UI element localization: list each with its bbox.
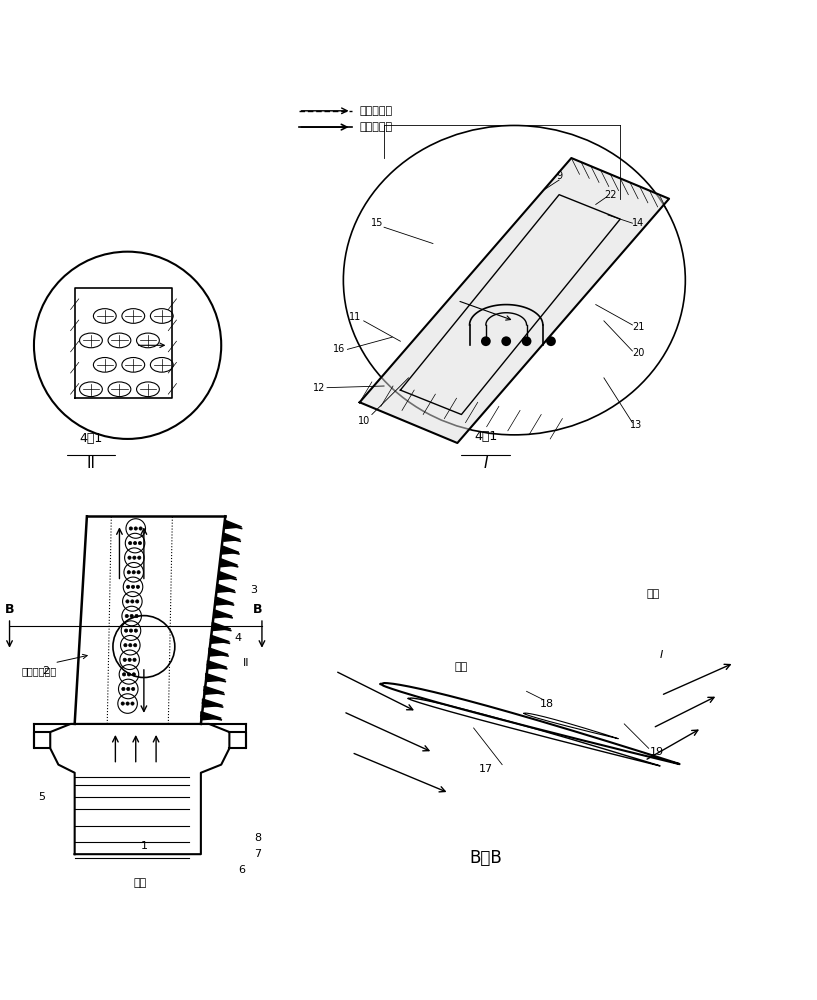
- Text: 16: 16: [333, 344, 346, 354]
- Text: 4：1: 4：1: [474, 430, 498, 443]
- Text: B: B: [253, 603, 262, 616]
- Circle shape: [133, 541, 136, 545]
- Text: 1: 1: [141, 841, 147, 851]
- Circle shape: [133, 658, 136, 661]
- Circle shape: [129, 527, 132, 530]
- Polygon shape: [224, 533, 240, 541]
- Circle shape: [133, 644, 136, 647]
- Polygon shape: [201, 712, 221, 720]
- Circle shape: [122, 687, 125, 691]
- Text: B: B: [5, 603, 14, 616]
- Circle shape: [502, 336, 511, 346]
- Text: 冷气: 冷气: [646, 589, 659, 599]
- Circle shape: [129, 629, 132, 632]
- Polygon shape: [204, 686, 224, 694]
- Text: II: II: [243, 658, 249, 668]
- Text: 2: 2: [42, 666, 50, 676]
- Polygon shape: [208, 661, 226, 669]
- Polygon shape: [212, 622, 230, 631]
- Circle shape: [129, 644, 132, 647]
- Text: 20: 20: [632, 348, 645, 358]
- Text: I: I: [659, 650, 663, 660]
- Circle shape: [127, 571, 131, 574]
- Text: 19: 19: [650, 747, 664, 757]
- Text: 冷气: 冷气: [133, 878, 146, 888]
- Polygon shape: [225, 520, 242, 528]
- Text: 3: 3: [250, 585, 257, 595]
- Circle shape: [139, 527, 142, 530]
- Circle shape: [127, 687, 130, 691]
- Polygon shape: [219, 571, 236, 580]
- Circle shape: [126, 702, 129, 705]
- Text: 15: 15: [372, 218, 384, 228]
- Polygon shape: [222, 546, 239, 554]
- Circle shape: [134, 527, 137, 530]
- Circle shape: [138, 541, 141, 545]
- Circle shape: [124, 644, 127, 647]
- Text: 8: 8: [254, 833, 261, 843]
- Polygon shape: [214, 610, 232, 618]
- Polygon shape: [203, 699, 222, 707]
- Text: II: II: [87, 456, 96, 471]
- Polygon shape: [217, 584, 234, 592]
- Polygon shape: [216, 597, 234, 605]
- Circle shape: [134, 629, 137, 632]
- Circle shape: [131, 702, 134, 705]
- Text: 11: 11: [350, 312, 362, 322]
- Circle shape: [128, 658, 132, 661]
- Circle shape: [136, 585, 140, 588]
- Text: 13: 13: [631, 420, 643, 430]
- Circle shape: [123, 673, 126, 676]
- Text: 4：1: 4：1: [79, 432, 103, 445]
- Circle shape: [132, 556, 136, 559]
- Text: ：冷气流向: ：冷气流向: [359, 122, 393, 132]
- Polygon shape: [359, 158, 669, 443]
- Text: 7: 7: [254, 849, 261, 859]
- Text: 18: 18: [540, 699, 554, 709]
- Text: 17: 17: [479, 764, 493, 774]
- Text: 6: 6: [238, 865, 245, 875]
- Circle shape: [481, 336, 491, 346]
- Circle shape: [124, 629, 127, 632]
- Circle shape: [132, 571, 136, 574]
- Circle shape: [522, 336, 531, 346]
- Circle shape: [126, 600, 129, 603]
- Circle shape: [121, 702, 124, 705]
- Circle shape: [132, 585, 135, 588]
- Circle shape: [123, 658, 127, 661]
- Text: ：燃气流向: ：燃气流向: [359, 106, 393, 116]
- Text: 燃气: 燃气: [455, 662, 468, 672]
- Polygon shape: [221, 559, 238, 567]
- Polygon shape: [206, 673, 225, 682]
- Circle shape: [130, 614, 133, 618]
- Text: I: I: [484, 456, 488, 471]
- Text: 21: 21: [632, 322, 645, 332]
- Circle shape: [546, 336, 556, 346]
- Text: 5: 5: [38, 792, 46, 802]
- Circle shape: [131, 600, 134, 603]
- Circle shape: [132, 673, 136, 676]
- Text: 10: 10: [358, 416, 370, 426]
- Polygon shape: [209, 648, 228, 656]
- Circle shape: [127, 585, 130, 588]
- Circle shape: [132, 687, 135, 691]
- Polygon shape: [211, 635, 230, 643]
- Text: 4: 4: [234, 633, 241, 643]
- Text: 9: 9: [556, 171, 562, 181]
- Circle shape: [128, 541, 132, 545]
- Circle shape: [135, 614, 138, 618]
- Circle shape: [137, 571, 141, 574]
- Text: 12: 12: [313, 383, 325, 393]
- Circle shape: [127, 673, 131, 676]
- Circle shape: [137, 556, 141, 559]
- Text: 22: 22: [605, 190, 617, 200]
- Text: B－B: B－B: [470, 849, 502, 867]
- Text: 14: 14: [632, 218, 645, 228]
- Circle shape: [125, 614, 128, 618]
- Circle shape: [128, 556, 131, 559]
- Circle shape: [136, 600, 139, 603]
- Text: 气膜孔未示出: 气膜孔未示出: [22, 666, 57, 676]
